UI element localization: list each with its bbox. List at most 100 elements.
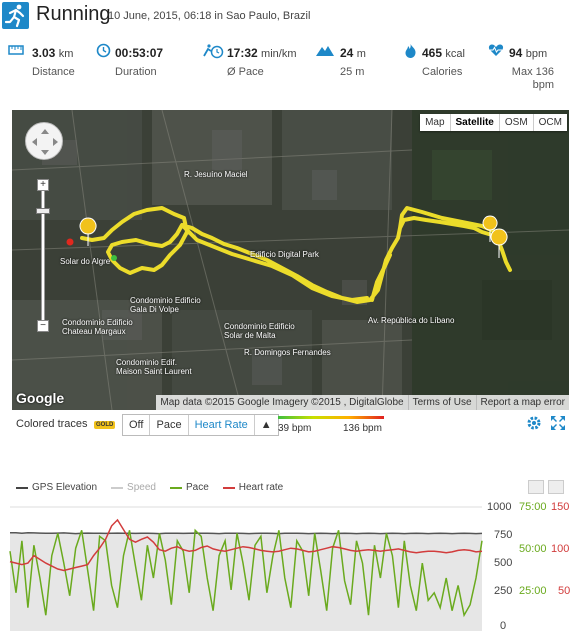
- stat-unit: min/km: [261, 48, 297, 60]
- street-label: R. Jesuíno Maciel: [184, 170, 248, 179]
- pace-icon: [203, 44, 224, 59]
- heart-rate-tick: 150: [551, 501, 570, 513]
- stat-calories: 465 kcal Calories: [404, 38, 484, 94]
- legend-item-speed[interactable]: Speed: [111, 482, 156, 493]
- map-type-ocm[interactable]: OCM: [532, 114, 567, 131]
- stat-value: 24: [340, 46, 354, 60]
- street-label: Condominio Edificio Solar de Malta: [224, 322, 295, 340]
- street-label: Condominio Edif. Maison Saint Laurent: [116, 358, 192, 376]
- stat-duration: 00:53:07 Duration: [96, 38, 186, 94]
- stat-heart-rate: 94 bpm Max 136 bpm: [488, 38, 578, 94]
- mountain-icon: [316, 46, 334, 56]
- legend-label: Heart rate: [238, 482, 284, 493]
- legend-item-heart-rate[interactable]: Heart rate: [222, 482, 284, 493]
- route-start-point: [66, 238, 74, 246]
- fullscreen-icon[interactable]: [550, 415, 566, 431]
- legend-label: GPS Elevation: [32, 482, 98, 493]
- running-figure-icon: [2, 2, 29, 29]
- stat-label: Duration: [115, 66, 157, 78]
- activity-datetime-location: 10 June, 2015, 06:18 in Sao Paulo, Brazi…: [108, 10, 311, 22]
- zoom-out-button[interactable]: −: [37, 320, 49, 332]
- trace-option-heart-rate[interactable]: Heart Rate: [187, 415, 254, 435]
- map-type-satellite[interactable]: Satellite: [449, 114, 499, 131]
- map-type-osm[interactable]: OSM: [498, 114, 533, 131]
- gradient-min-label: 39 bpm: [278, 423, 312, 434]
- stat-unit: bpm: [525, 48, 548, 60]
- trace-mode-selector: Off Pace Heart Rate ▲: [122, 414, 279, 436]
- legend-item-elevation[interactable]: GPS Elevation: [16, 482, 97, 493]
- stats-bar: 3.03 km Distance 00:53:07 Duration 17:32…: [0, 38, 580, 96]
- heart-rate-gradient-scale: [278, 416, 384, 419]
- terms-of-use-link[interactable]: Terms of Use: [407, 395, 476, 410]
- stat-unit: m: [356, 48, 366, 60]
- heart-rate-tick: 50: [558, 585, 571, 597]
- stat-value: 465: [422, 46, 443, 60]
- legend-swatch: [222, 486, 235, 489]
- chart-legend: GPS Elevation Speed Pace Heart rate: [16, 482, 283, 493]
- elevation-tick: 0: [500, 620, 507, 631]
- stat-label: Distance: [32, 66, 75, 78]
- pan-control[interactable]: [25, 122, 63, 160]
- gradient-max-label: 136 bpm: [343, 423, 382, 434]
- elevation-series-line: [10, 531, 483, 535]
- download-icon[interactable]: [548, 480, 564, 494]
- stat-label: Ø Pace: [227, 66, 264, 78]
- stat-label: Calories: [422, 66, 463, 78]
- trace-dropdown-arrow[interactable]: ▲: [253, 415, 278, 435]
- pace-tick: 50:00: [519, 543, 547, 555]
- route-end-point: [111, 255, 117, 261]
- heart-rate-tick: 100: [551, 543, 570, 555]
- stat-value: 94: [509, 46, 523, 60]
- elevation-tick: 250: [494, 585, 513, 597]
- pan-arrows-icon: [32, 129, 58, 155]
- gold-badge: GOLD: [94, 421, 116, 429]
- map-type-switcher: Map Satellite OSM OCM: [420, 114, 567, 131]
- gear-icon[interactable]: [526, 415, 542, 431]
- stat-label: 25 m: [340, 66, 365, 78]
- legend-item-pace[interactable]: Pace: [169, 482, 209, 493]
- stat-value: 17:32: [227, 46, 258, 60]
- street-label: Condominio Edificio Gala Di Volpe: [130, 296, 201, 314]
- route-map[interactable]: Solar do Algre Condominio Edificio Gala …: [12, 110, 569, 410]
- zoom-slider-handle[interactable]: [36, 208, 50, 214]
- flame-icon: [405, 44, 416, 58]
- legend-swatch: [16, 486, 28, 489]
- street-label: Condominio Edificio Chateau Margaux: [62, 318, 133, 336]
- trace-option-off[interactable]: Off: [129, 419, 144, 431]
- route-trace: [80, 206, 512, 304]
- report-map-error-link[interactable]: Report a map error: [475, 395, 569, 410]
- stat-unit: kcal: [445, 48, 465, 60]
- activity-chart[interactable]: GPS Elevation Speed Pace Heart rate 1000…: [0, 474, 580, 631]
- chart-tools: [528, 480, 564, 494]
- street-label: R. Domingos Fernandes: [244, 348, 331, 357]
- zoom-in-button[interactable]: +: [37, 179, 49, 191]
- colored-traces-label: Colored traces: [16, 418, 88, 430]
- stat-pace: 17:32 min/km Ø Pace: [202, 38, 302, 94]
- trace-option-pace[interactable]: Pace: [149, 415, 187, 435]
- map-data-credit: Map data ©2015 Google Imagery ©2015 , Di…: [160, 397, 404, 408]
- map-attribution: Map data ©2015 Google Imagery ©2015 , Di…: [156, 395, 569, 410]
- stat-value: 3.03: [32, 46, 56, 60]
- zoom-slider-track[interactable]: [41, 179, 45, 329]
- map-type-map[interactable]: Map: [425, 117, 445, 128]
- stat-unit: km: [58, 48, 74, 60]
- print-icon[interactable]: [528, 480, 544, 494]
- heart-rate-series-line: [9, 518, 483, 572]
- page-title: Running: [36, 3, 111, 25]
- legend-swatch: [169, 486, 182, 489]
- elevation-tick: 1000: [487, 501, 512, 513]
- colored-traces-bar: Colored traces GOLD Off Pace Heart Rate …: [12, 412, 569, 438]
- street-label: Solar do Algre: [60, 257, 111, 266]
- stat-label: Max 136 bpm: [511, 66, 554, 91]
- pace-tick: 75:00: [519, 501, 547, 513]
- pace-series-line: [9, 528, 483, 618]
- activity-header: Running 10 June, 2015, 06:18 in Sao Paul…: [0, 0, 580, 32]
- elevation-tick: 500: [494, 557, 513, 569]
- elevation-tick: 750: [494, 529, 513, 541]
- legend-swatch: [111, 486, 124, 489]
- map-marker-icon: [79, 217, 97, 247]
- stat-value: 00:53:07: [115, 46, 164, 60]
- stat-elevation: 24 m 25 m: [315, 38, 385, 94]
- map-marker-icon: [482, 215, 508, 259]
